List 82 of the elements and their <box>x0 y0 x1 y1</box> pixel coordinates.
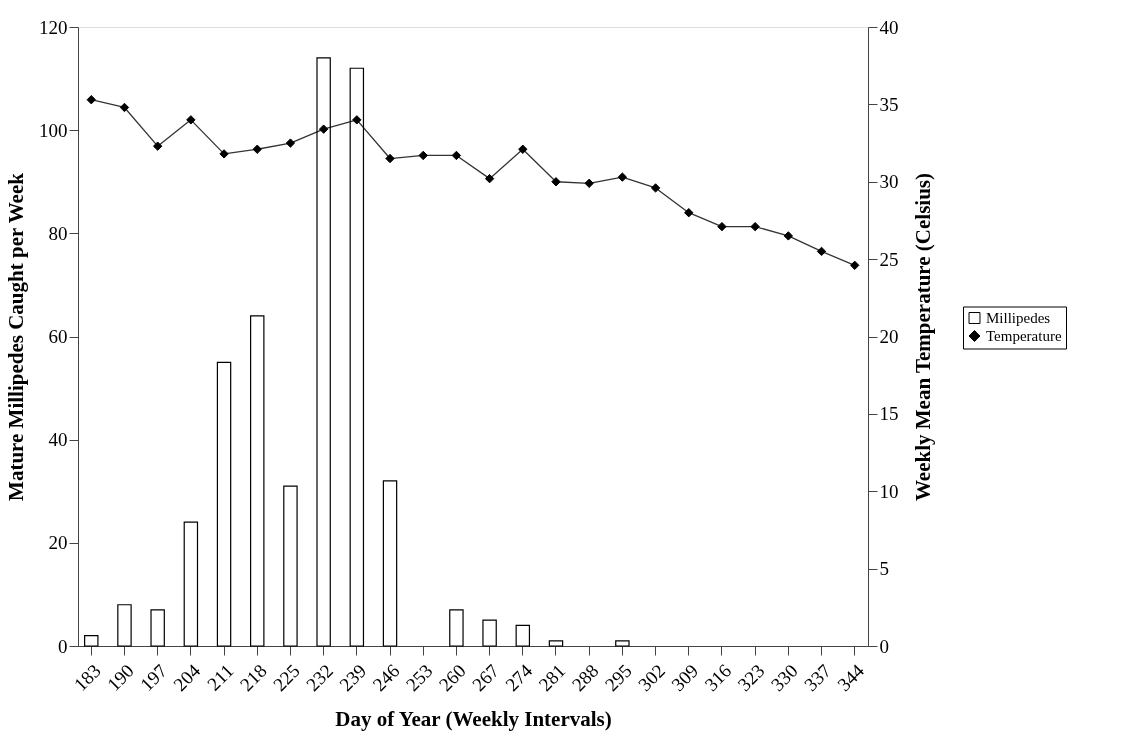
bar <box>482 619 497 647</box>
y-axis-title: Mature Millipedes Caught per Week <box>4 172 28 501</box>
x-tick-label: 337 <box>799 660 835 696</box>
x-axis-title: Day of Year (Weekly Intervals) <box>335 707 612 732</box>
x-tick-label: 190 <box>102 660 138 696</box>
x-tick-label: 183 <box>69 660 105 696</box>
x-tick-label: 281 <box>534 660 570 696</box>
point <box>484 173 495 184</box>
y2-tick-label: 35 <box>879 93 899 115</box>
y-tick-label: 0 <box>58 635 68 657</box>
x-tick-label: 232 <box>302 660 338 696</box>
point <box>152 141 163 151</box>
x-tick-label: 323 <box>733 660 769 696</box>
x-tick-label: 302 <box>634 660 669 696</box>
x-tick-label: 225 <box>268 660 304 696</box>
bar <box>615 640 630 647</box>
x-tick-label: 260 <box>434 660 470 696</box>
y-tick-label: 100 <box>39 119 68 141</box>
point <box>684 208 694 218</box>
point <box>318 124 329 134</box>
bar <box>183 521 199 647</box>
y2-tick-label: 25 <box>879 248 899 270</box>
bar <box>382 480 398 647</box>
y2-tick-label: 40 <box>879 16 899 38</box>
bar <box>548 640 564 647</box>
x-tick-label: 274 <box>501 659 537 696</box>
y-tick-label: 120 <box>39 16 68 38</box>
x-tick-label: 197 <box>136 660 172 696</box>
point <box>783 231 794 241</box>
point <box>650 183 661 193</box>
bar <box>216 361 232 647</box>
point <box>285 138 296 148</box>
y2-tick-label: 30 <box>879 171 899 193</box>
x-tick-label: 253 <box>401 660 437 696</box>
point <box>518 144 528 154</box>
point <box>451 150 462 161</box>
bar <box>84 635 99 647</box>
x-tick-label: 295 <box>600 660 636 696</box>
bar <box>117 604 132 647</box>
x-tick-label: 218 <box>235 660 271 696</box>
x-tick-label: 211 <box>202 660 238 695</box>
y2-tick-label: 10 <box>879 480 899 502</box>
bar <box>449 609 464 647</box>
bar <box>250 315 265 647</box>
y-tick-label: 20 <box>48 532 68 554</box>
y2-tick-label: 15 <box>879 403 899 425</box>
y2-tick-label: 0 <box>879 635 889 657</box>
x-tick-label: 330 <box>766 660 802 696</box>
point <box>750 221 760 232</box>
y-tick-label: 80 <box>48 222 68 244</box>
point <box>617 172 628 182</box>
x-tick-label: 344 <box>833 659 869 696</box>
point <box>385 153 395 164</box>
point <box>717 221 727 232</box>
legend-label: Millipedes <box>986 310 1051 326</box>
x-tick-label: 267 <box>468 660 504 696</box>
legend-label: Temperature <box>986 328 1062 344</box>
point <box>252 144 262 154</box>
point <box>352 115 362 125</box>
point <box>584 178 594 188</box>
point <box>186 115 196 125</box>
bar <box>283 485 298 647</box>
x-tick-label: 246 <box>368 660 404 696</box>
x-tick-label: 204 <box>169 659 205 696</box>
y-tick-label: 60 <box>48 326 68 347</box>
bar <box>150 609 165 647</box>
point <box>86 95 96 105</box>
point <box>119 102 130 113</box>
y2-tick-label: 20 <box>879 326 899 347</box>
y2-tick-label: 5 <box>879 558 889 580</box>
point <box>816 246 827 257</box>
x-tick-label: 239 <box>335 660 371 696</box>
point <box>418 150 428 161</box>
y-tick-label: 40 <box>48 429 68 451</box>
x-tick-label: 316 <box>700 660 736 696</box>
x-tick-label: 309 <box>667 660 703 696</box>
x-tick-label: 288 <box>567 660 603 696</box>
y2-axis-title: Weekly Mean Temperature (Celsius) <box>910 172 935 502</box>
point <box>551 177 561 187</box>
bar <box>515 624 531 647</box>
point <box>850 260 860 270</box>
point <box>219 149 229 159</box>
